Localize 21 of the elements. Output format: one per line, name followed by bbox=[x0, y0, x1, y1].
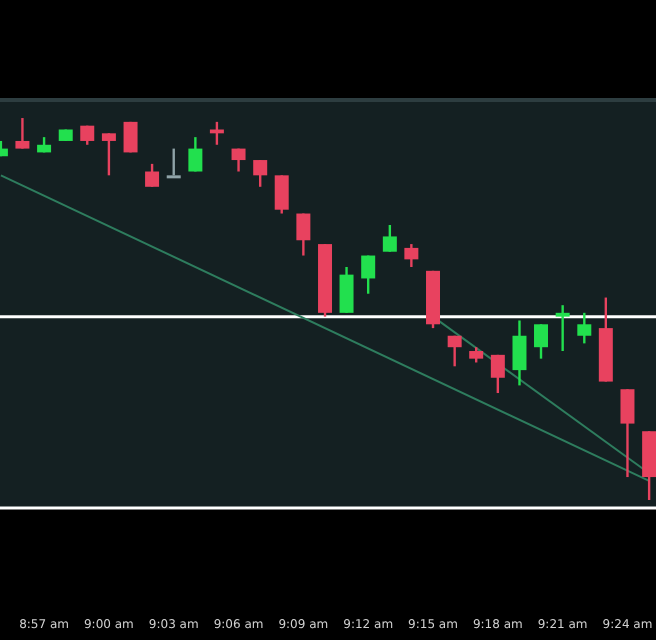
candlestick bbox=[447, 334, 462, 368]
candlestick bbox=[274, 174, 289, 215]
candlestick bbox=[253, 158, 268, 188]
candlestick bbox=[534, 323, 548, 360]
candlestick bbox=[188, 135, 203, 173]
candlestick bbox=[145, 162, 160, 188]
candlestick bbox=[577, 311, 592, 345]
candlestick bbox=[512, 319, 527, 387]
candlestick bbox=[101, 132, 116, 177]
candlestick bbox=[620, 388, 635, 479]
candlestick bbox=[642, 430, 656, 502]
candlestick bbox=[490, 353, 505, 395]
candlestick bbox=[15, 116, 30, 150]
candlestick bbox=[296, 212, 311, 257]
candlestick bbox=[166, 147, 181, 179]
candlestick bbox=[404, 242, 419, 269]
candlestick bbox=[339, 265, 354, 315]
candlestick bbox=[382, 223, 397, 253]
candlestick bbox=[555, 303, 570, 353]
candlestick bbox=[361, 254, 376, 295]
candlestick bbox=[209, 120, 224, 146]
